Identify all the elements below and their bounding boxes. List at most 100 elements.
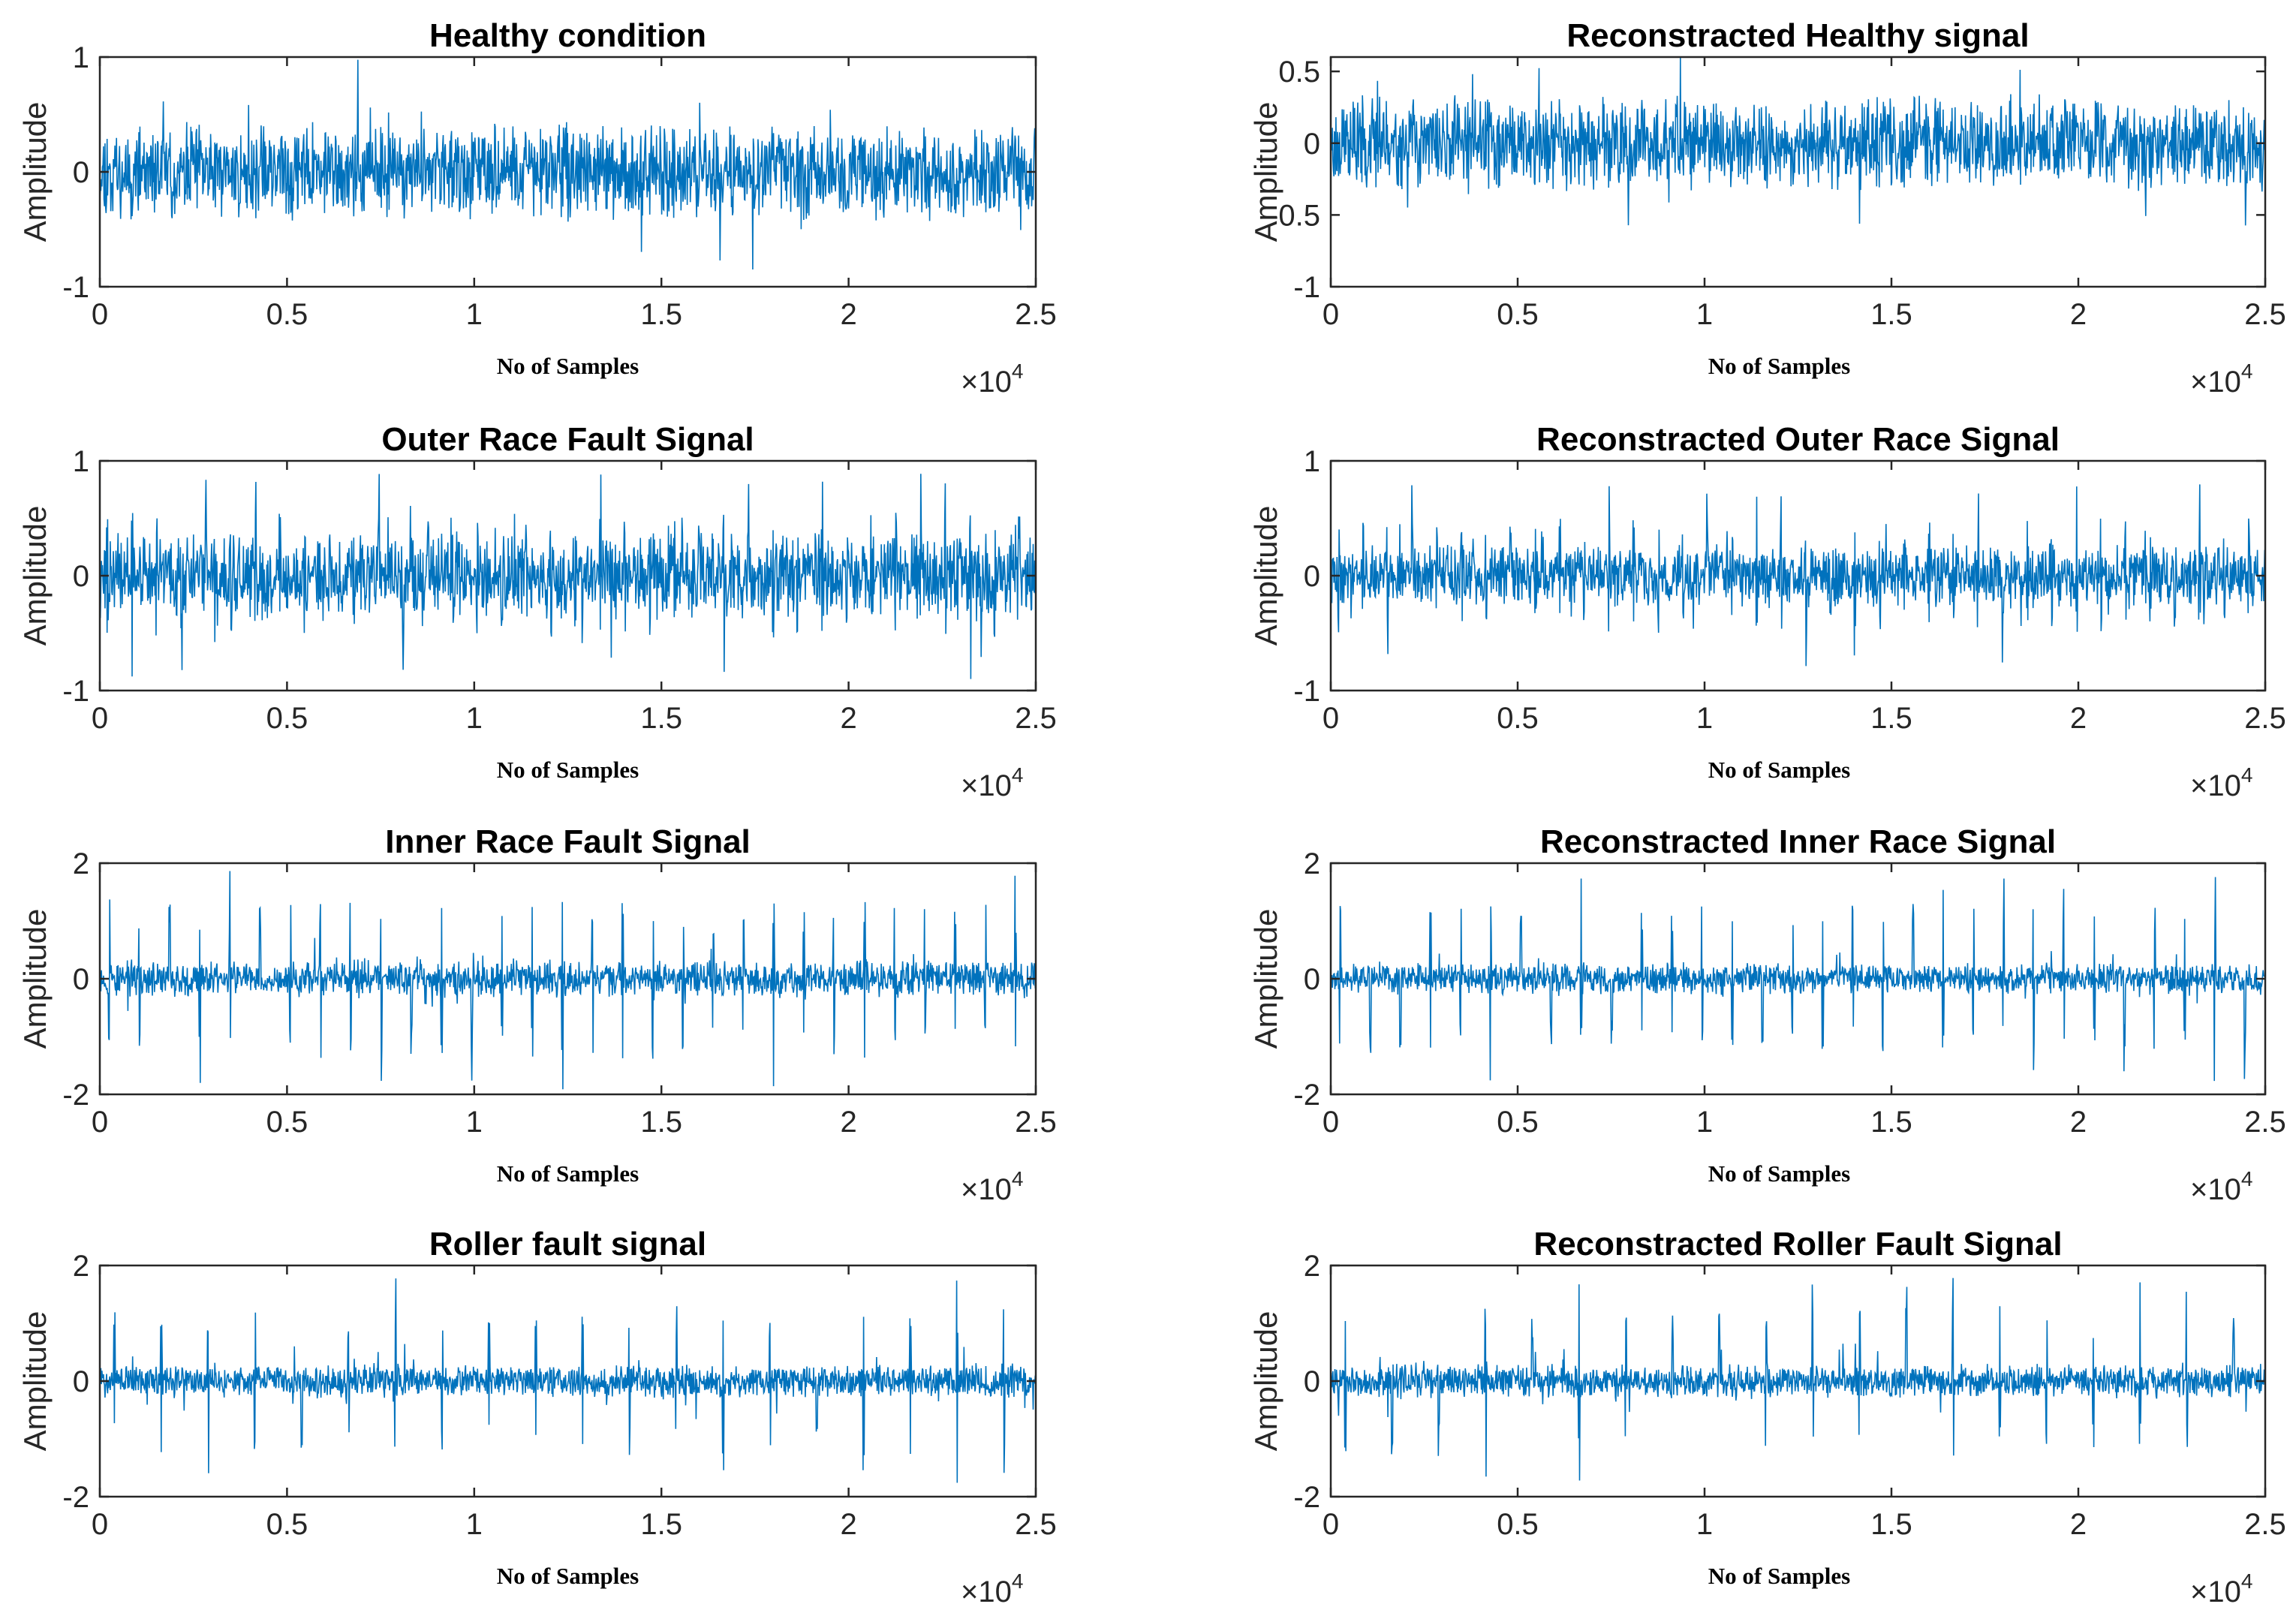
x-tick-label: 2 <box>840 298 856 331</box>
x-tick-label: 1.5 <box>1870 1508 1912 1541</box>
plot-area <box>1331 57 2265 287</box>
x-axis-label: No of Samples <box>497 1563 639 1589</box>
subplot-title: Outer Race Fault Signal <box>381 421 754 458</box>
x-axis-label: No of Samples <box>1708 1160 1850 1187</box>
x-tick-label: 1.5 <box>1870 1106 1912 1139</box>
y-tick-label: -1 <box>1293 675 1320 708</box>
x-tick-label: 2 <box>840 702 856 735</box>
signal-series <box>1330 484 2266 667</box>
x-tick-label: 0 <box>92 298 108 331</box>
x-tick-label: 0.5 <box>266 298 308 331</box>
x-tick-label: 0 <box>1323 1106 1339 1139</box>
y-axis-label: Amplitude <box>17 1311 53 1452</box>
signal-series <box>1330 877 2266 1082</box>
x-multiplier: ×104 <box>2190 1569 2252 1608</box>
x-axis-label: No of Samples <box>1708 353 1850 379</box>
subplot-title: Roller fault signal <box>429 1226 706 1262</box>
x-multiplier: ×104 <box>961 1167 1023 1206</box>
x-tick-label: 1.5 <box>1870 702 1912 735</box>
x-tick-label: 1.5 <box>1870 298 1912 331</box>
x-tick-label: 1 <box>1696 702 1713 735</box>
y-tick-label: -2 <box>1293 1481 1320 1514</box>
signal-series <box>99 1278 1037 1483</box>
x-multiplier: ×104 <box>961 360 1023 399</box>
x-axis-label: No of Samples <box>1708 757 1850 783</box>
y-tick-label: 0 <box>73 963 89 996</box>
x-tick-label: 1 <box>1696 1508 1713 1541</box>
x-tick-label: 1.5 <box>640 298 682 331</box>
x-multiplier: ×104 <box>2190 1167 2252 1206</box>
y-axis-label: Amplitude <box>17 909 53 1049</box>
y-tick-label: 0 <box>1304 963 1320 996</box>
x-tick-label: 0.5 <box>1497 1106 1539 1139</box>
x-tick-label: 1 <box>466 298 483 331</box>
y-tick-label: 0 <box>73 156 89 189</box>
signal-series <box>99 474 1037 679</box>
x-multiplier: ×104 <box>961 763 1023 802</box>
signal-series <box>1330 1277 2266 1481</box>
x-tick-label: 2 <box>840 1106 856 1139</box>
x-tick-label: 2.5 <box>1015 702 1057 735</box>
y-tick-label: 0 <box>73 560 89 593</box>
x-tick-label: 2.5 <box>2244 702 2286 735</box>
axes-box <box>1329 56 2267 288</box>
x-tick-label: 0.5 <box>266 702 308 735</box>
signal-series <box>1330 56 2266 226</box>
x-tick-label: 1 <box>466 702 483 735</box>
x-tick-label: 2 <box>2070 1106 2087 1139</box>
y-tick-label: -1 <box>62 675 89 708</box>
x-tick-label: 0.5 <box>266 1106 308 1139</box>
y-tick-label: 0 <box>1304 560 1320 593</box>
y-tick-label: 2 <box>73 1250 89 1283</box>
y-tick-label: 1 <box>1304 445 1320 478</box>
y-tick-label: -2 <box>62 1079 89 1112</box>
y-tick-label: -0.5 <box>1268 199 1320 232</box>
signal-series <box>99 871 1037 1090</box>
x-tick-label: 0.5 <box>266 1508 308 1541</box>
y-tick-label: 0.5 <box>1278 56 1320 89</box>
x-tick-label: 1 <box>1696 1106 1713 1139</box>
subplot-title: Reconstracted Healthy signal <box>1566 17 2029 54</box>
x-tick-label: 0 <box>92 702 108 735</box>
x-tick-label: 0 <box>1323 702 1339 735</box>
x-tick-label: 2 <box>2070 298 2087 331</box>
y-tick-label: 0 <box>1304 128 1320 161</box>
x-tick-label: 2.5 <box>2244 298 2286 331</box>
x-tick-label: 2.5 <box>1015 298 1057 331</box>
x-tick-label: 2 <box>840 1508 856 1541</box>
y-axis-label: Amplitude <box>1248 102 1283 242</box>
x-tick-label: 1.5 <box>640 702 682 735</box>
subplot-title: Reconstracted Roller Fault Signal <box>1533 1226 2062 1262</box>
x-tick-label: 1 <box>466 1106 483 1139</box>
y-tick-label: -1 <box>1293 271 1320 304</box>
x-tick-label: 2.5 <box>1015 1508 1057 1541</box>
subplot-title: Inner Race Fault Signal <box>385 823 751 860</box>
x-axis-label: No of Samples <box>497 1160 639 1187</box>
x-tick-label: 0 <box>92 1508 108 1541</box>
x-multiplier: ×104 <box>2190 360 2252 399</box>
y-tick-label: 2 <box>1304 847 1320 880</box>
y-tick-label: 0 <box>1304 1365 1320 1398</box>
y-tick-label: -2 <box>1293 1079 1320 1112</box>
x-multiplier: ×104 <box>961 1569 1023 1608</box>
y-axis-label: Amplitude <box>1248 506 1283 646</box>
x-tick-label: 2 <box>2070 1508 2087 1541</box>
x-tick-label: 0 <box>1323 298 1339 331</box>
x-tick-label: 1.5 <box>640 1106 682 1139</box>
subplot-title: Reconstracted Inner Race Signal <box>1540 823 2056 860</box>
x-tick-label: 0 <box>1323 1508 1339 1541</box>
subplot-title: Healthy condition <box>429 17 706 54</box>
x-axis-label: No of Samples <box>497 353 639 379</box>
y-tick-label: -2 <box>62 1481 89 1514</box>
y-tick-label: 1 <box>73 41 89 74</box>
y-axis-label: Amplitude <box>1248 909 1283 1049</box>
y-axis-label: Amplitude <box>17 102 53 242</box>
y-axis-label: Amplitude <box>1248 1311 1283 1452</box>
x-tick-label: 0.5 <box>1497 298 1539 331</box>
y-tick-label: 1 <box>73 445 89 478</box>
subplot-title: Reconstracted Outer Race Signal <box>1536 421 2060 458</box>
y-tick-label: 0 <box>73 1365 89 1398</box>
